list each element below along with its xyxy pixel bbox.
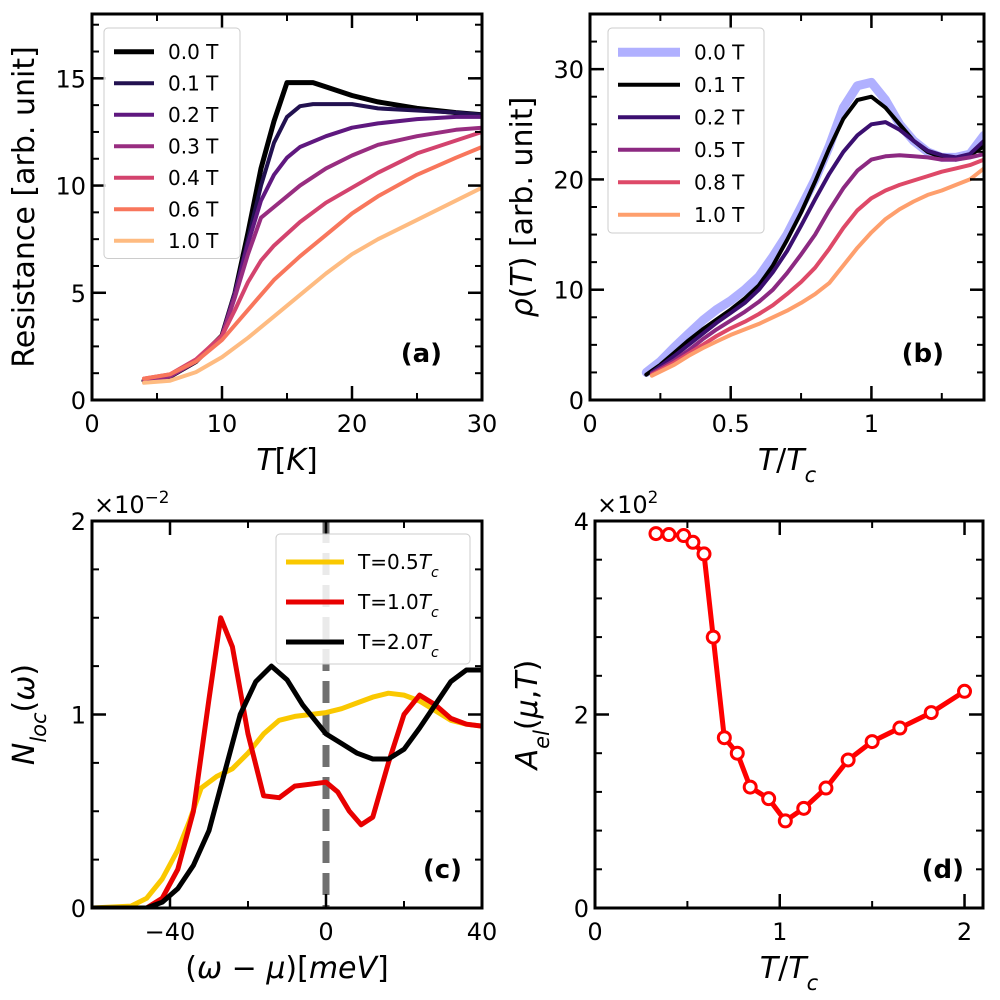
legend-label: 0.3 T — [168, 134, 219, 158]
x-tick-label: 40 — [467, 918, 498, 946]
legend-label: T=2.0Tc — [357, 630, 439, 661]
y-tick-label: 0 — [569, 387, 584, 415]
legend-label: 0.2 T — [168, 103, 219, 127]
series-line-0-6-t — [142, 145, 482, 381]
panel-label: (a) — [401, 339, 442, 369]
data-point — [840, 752, 856, 768]
legend-label: 0.6 T — [168, 197, 219, 221]
legend-label: 0.4 T — [168, 166, 219, 190]
axis-multiplier: ×10−2 — [94, 487, 169, 519]
x-axis-label: T/Tc — [758, 443, 817, 487]
legend-label: T=0.5Tc — [357, 550, 439, 581]
y-axis-label: Resistance [arb. unit] — [7, 46, 42, 368]
y-tick-label: 10 — [55, 173, 86, 201]
x-tick-label: 1 — [864, 410, 879, 438]
data-point — [796, 800, 812, 816]
y-tick-label: 5 — [71, 280, 86, 308]
y-axis-label: Nloc(ω) — [7, 664, 51, 765]
data-point — [685, 534, 701, 550]
series-line-a-el — [653, 531, 967, 824]
y-axis-label: Ael(μ,T) — [510, 660, 554, 772]
y-tick-label: 15 — [55, 65, 86, 93]
data-point — [957, 683, 973, 699]
y-tick-label: 0 — [574, 895, 589, 923]
y-tick-label: 10 — [553, 277, 584, 305]
data-point — [742, 779, 758, 795]
panel-c: −40 0 40 0 1 2 (ω − μ)[meV] Nloc(ω) ×10−2 (c) T=0.… — [7, 487, 497, 986]
x-tick-label: −40 — [145, 918, 196, 946]
data-point — [777, 813, 793, 829]
x-tick-label: 30 — [467, 410, 498, 438]
y-tick-label: 4 — [574, 508, 589, 536]
series-line-t-1-0t-c — [92, 615, 482, 908]
y-tick-label: 2 — [71, 508, 86, 536]
y-axis-label: ρ(T) [arb. unit] — [505, 97, 540, 318]
data-point — [729, 745, 745, 761]
x-tick-label: 0 — [318, 918, 333, 946]
panel-label: (d) — [922, 855, 964, 885]
legend-label: 0.1 T — [168, 71, 219, 95]
y-tick-label: 0 — [71, 387, 86, 415]
series-line-1-0-t — [142, 185, 482, 385]
x-tick-label: 0 — [582, 410, 597, 438]
legend-label: 0.2 T — [694, 105, 745, 129]
x-tick-label: 0.5 — [712, 410, 750, 438]
legend-label: T=1.0Tc — [357, 590, 439, 621]
data-point — [716, 730, 732, 746]
series-line-0-5-t — [649, 152, 984, 376]
legend-label: 0.0 T — [694, 40, 745, 64]
legend-label: 1.0 T — [168, 229, 219, 253]
data-point — [661, 527, 677, 543]
data-point — [923, 705, 939, 721]
series-line-t-0-5t-c — [92, 690, 482, 908]
y-tick-label: 30 — [553, 56, 584, 84]
data-point — [892, 720, 908, 736]
series-line-0-4-t — [142, 129, 482, 381]
y-tick-label: 1 — [71, 702, 86, 730]
legend — [275, 533, 471, 665]
series-line-1-0-t — [649, 166, 984, 378]
data-point — [705, 629, 721, 645]
y-tick-label: 0 — [71, 895, 86, 923]
data-point — [864, 734, 880, 750]
axis-multiplier: ×102 — [597, 487, 658, 519]
y-tick-label: 2 — [574, 702, 589, 730]
series-line-0-2-t — [649, 120, 984, 375]
x-tick-label: 1 — [772, 918, 787, 946]
series-line-0-8-t — [649, 157, 984, 377]
x-tick-label: 10 — [207, 410, 238, 438]
x-tick-label: 2 — [957, 918, 972, 946]
x-tick-label: 0 — [84, 410, 99, 438]
panel-label: (b) — [902, 339, 944, 369]
data-point — [818, 780, 834, 796]
x-axis-label: (ω − μ)[meV] — [185, 951, 389, 986]
x-tick-label: 0 — [587, 918, 602, 946]
legend-label: 0.5 T — [694, 138, 745, 162]
panel-a: 0 10 20 30 0 5 10 15 T[K] Resistance [arb. unit] (… — [7, 12, 498, 478]
legend-label: 1.0 T — [694, 203, 745, 227]
data-point — [648, 526, 664, 542]
data-point — [761, 791, 777, 807]
legend — [103, 27, 241, 259]
panel-label: (c) — [423, 855, 462, 885]
x-tick-label: 20 — [337, 410, 368, 438]
series-line-t-2-0t-c — [92, 663, 482, 908]
legend-label: 0.1 T — [694, 73, 745, 97]
legend-label: 0.0 T — [168, 40, 219, 64]
x-axis-label: T/Tc — [760, 951, 819, 995]
y-tick-label: 20 — [553, 166, 584, 194]
legend-label: 0.8 T — [694, 170, 745, 194]
data-point — [696, 546, 712, 562]
panel-d: 0 1 2 0 2 4 T/Tc Ael(μ,T) ×102 (d) — [510, 487, 985, 995]
x-axis-label: T[K] — [256, 443, 317, 478]
